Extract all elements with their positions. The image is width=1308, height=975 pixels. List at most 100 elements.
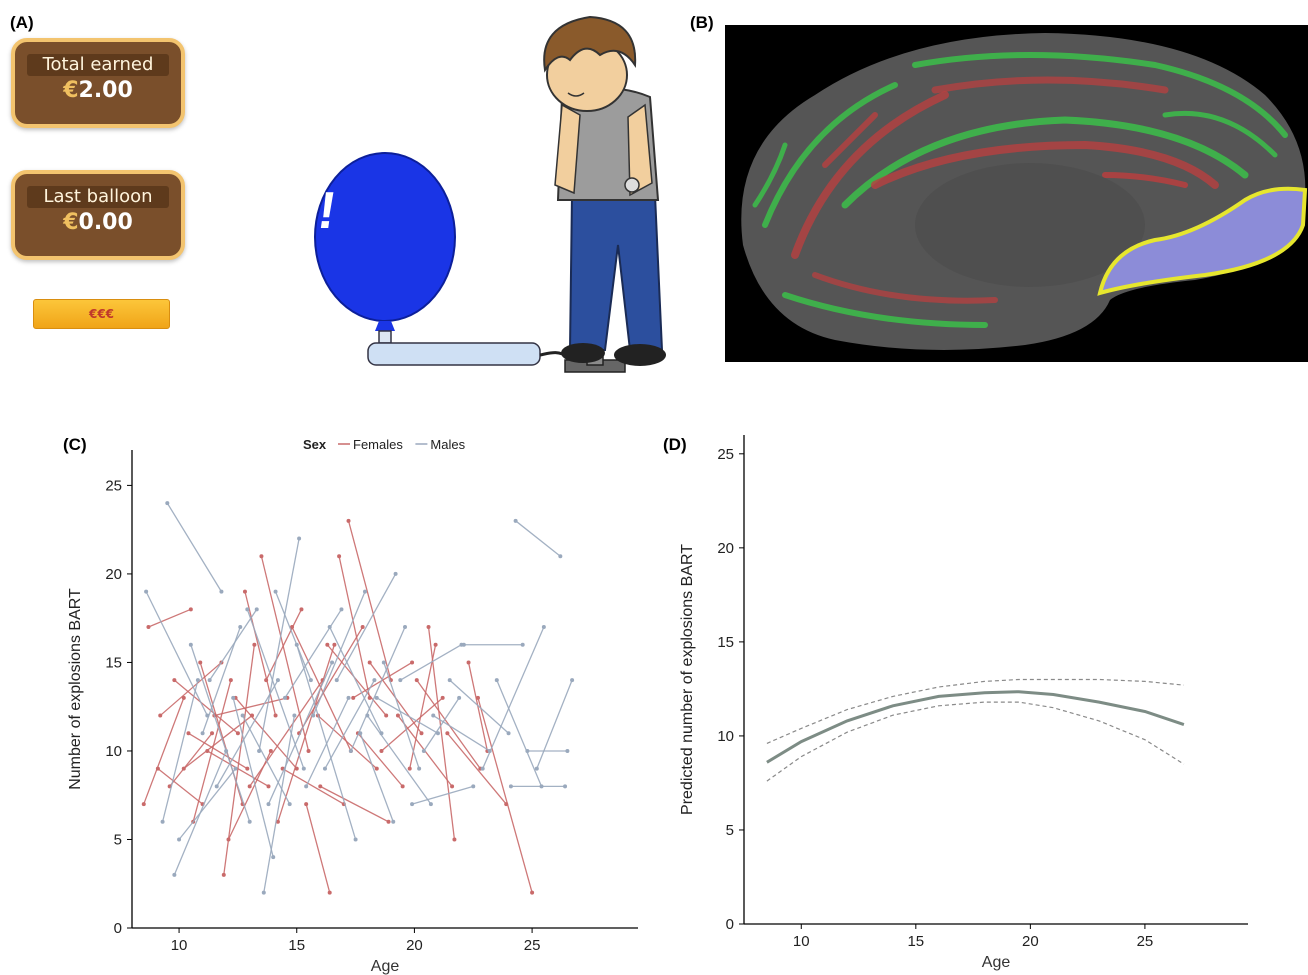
x-tick-label: 25 [1137,933,1154,950]
data-point-females [236,731,240,735]
data-point-males [335,678,339,682]
data-line-females [283,769,344,804]
data-point-females [274,714,278,718]
data-line-males [325,680,374,769]
data-line-females [349,521,391,680]
data-point-females [427,625,431,629]
data-point-females [396,714,400,718]
data-point-males [429,802,433,806]
data-point-females [269,749,273,753]
data-point-females [387,820,391,824]
y-tick-label: 5 [114,831,122,848]
data-point-males [365,714,369,718]
y-tick-label: 15 [717,634,734,651]
brain-surface-image [725,25,1308,362]
x-tick-label: 20 [1022,933,1039,950]
data-point-males [422,749,426,753]
data-point-males [309,678,313,682]
data-point-males [391,820,395,824]
data-point-males [398,678,402,682]
boy-watch [625,178,639,192]
data-point-females [210,731,214,735]
data-point-females [328,891,332,895]
x-tick-label: 15 [288,937,305,954]
data-point-males [201,731,205,735]
data-line-males [360,733,393,822]
data-point-females [198,660,202,664]
data-line-males [179,769,235,840]
y-axis-title: Number of explosions BART [67,588,84,790]
data-line-males [412,786,473,804]
data-line-males [243,716,290,805]
data-line-males [384,662,419,768]
data-point-females [243,590,247,594]
data-point-males [481,767,485,771]
data-point-males [271,855,275,859]
y-tick-label: 10 [717,728,734,745]
data-point-females [467,660,471,664]
data-point-females [368,660,372,664]
data-point-males [436,731,440,735]
data-point-males [219,590,223,594]
y-axis-title: Predicted number of explosions BART [679,544,696,815]
total-earned-box: Total earned €2.00 [11,38,185,128]
data-point-males [403,625,407,629]
data-line-males [537,680,572,769]
data-point-females [304,802,308,806]
data-point-males [165,501,169,505]
data-point-females [368,696,372,700]
data-point-males [262,891,266,895]
data-line-females [469,662,488,751]
data-line-males [497,680,542,786]
data-point-males [267,802,271,806]
panel-label-b: (B) [690,13,714,33]
panel-label-a: (A) [10,13,34,33]
data-point-males [144,590,148,594]
data-point-males [297,537,301,541]
data-point-males [208,678,212,682]
data-point-females [337,554,341,558]
balloon-pump-illustration: !! [300,5,680,380]
data-point-females [401,784,405,788]
air-tube [368,343,540,365]
data-point-females [434,643,438,647]
data-point-females [267,784,271,788]
data-point-males [462,643,466,647]
data-point-males [311,714,315,718]
data-point-males [245,607,249,611]
ci-upper-line [767,680,1184,744]
data-line-females [478,698,532,893]
data-line-females [144,698,184,804]
data-point-males [330,660,334,664]
data-point-males [328,625,332,629]
total-earned-value: €2.00 [15,78,181,103]
data-point-males [382,660,386,664]
ci-lower-line [767,702,1184,781]
legend-title: Sex [303,437,327,452]
total-earned-label: Total earned [27,54,169,76]
data-point-males [379,731,383,735]
balloon[interactable] [315,153,455,321]
data-point-females [182,696,186,700]
data-point-females [441,696,445,700]
data-point-males [471,784,475,788]
data-point-females [248,784,252,788]
data-point-males [375,696,379,700]
data-point-males [288,802,292,806]
data-point-males [231,696,235,700]
collect-money-button[interactable]: €€€ [33,299,170,329]
y-tick-label: 25 [105,477,122,494]
data-point-females [226,837,230,841]
data-point-males [234,767,238,771]
data-point-males [349,749,353,753]
data-point-males [358,731,362,735]
data-point-males [177,837,181,841]
data-point-females [318,784,322,788]
data-point-males [457,696,461,700]
data-point-females [379,749,383,753]
data-point-males [276,678,280,682]
last-balloon-amount: 0.00 [79,210,133,235]
legend-label-females: Females [353,437,403,452]
data-line-females [170,733,212,786]
data-point-females [530,891,534,895]
